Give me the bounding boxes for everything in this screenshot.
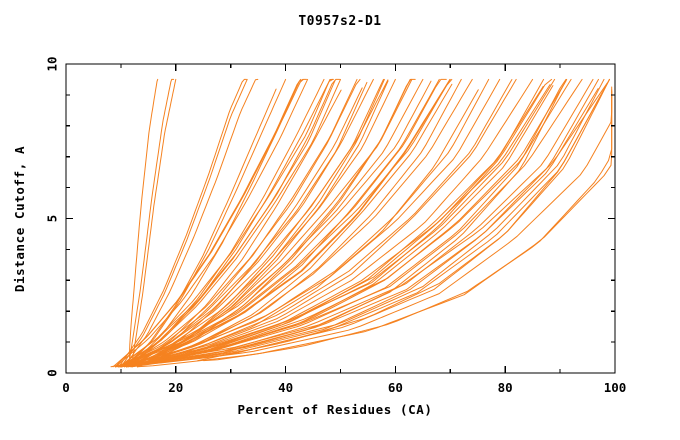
data-curve — [138, 83, 453, 365]
x-tick-label: 0 — [62, 380, 70, 395]
x-axis-title: Percent of Residues (CA) — [237, 402, 432, 417]
data-curve — [118, 84, 551, 368]
data-curve — [120, 79, 336, 368]
data-curve — [114, 78, 302, 368]
data-curve — [136, 87, 363, 365]
data-curve — [120, 78, 341, 368]
data-curve — [110, 78, 553, 368]
data-curve — [203, 90, 613, 362]
data-curve — [124, 78, 259, 368]
x-tick-label: 20 — [168, 380, 183, 395]
data-curve — [114, 78, 309, 368]
data-curve — [118, 78, 247, 368]
data-curves-group — [110, 78, 613, 368]
data-curve — [117, 81, 368, 368]
data-curve — [129, 78, 159, 365]
data-curve — [136, 78, 517, 365]
y-tick-label: 5 — [45, 215, 60, 223]
axis-tick-labels-group: 0 20 40 60 80 100 0 5 10 — [45, 56, 627, 395]
data-curve — [125, 78, 287, 368]
y-tick-label: 10 — [45, 56, 60, 71]
page-title: T0957s2-D1 — [298, 14, 382, 29]
data-curve — [125, 78, 374, 368]
x-tick-label: 60 — [388, 380, 403, 395]
data-curve — [131, 78, 177, 365]
x-tick-label: 80 — [498, 380, 513, 395]
data-curve — [127, 78, 451, 368]
data-curve — [136, 78, 440, 365]
data-curve — [126, 78, 361, 368]
data-curve — [136, 88, 599, 365]
data-curve — [144, 78, 411, 365]
data-curve — [117, 78, 453, 368]
data-curve — [119, 78, 447, 368]
data-curve — [133, 89, 342, 365]
axes-frame-group — [65, 63, 616, 374]
data-curve — [120, 78, 248, 368]
data-curve — [142, 78, 545, 365]
data-curve — [125, 78, 534, 368]
y-tick-label: 0 — [45, 369, 60, 377]
data-curve — [114, 78, 568, 368]
data-curve — [131, 78, 610, 368]
data-curve — [117, 78, 384, 368]
data-curve — [147, 89, 613, 365]
data-curve — [123, 78, 567, 368]
data-curve — [145, 80, 567, 365]
y-axis-title: Distance Cutoff, A — [12, 146, 27, 292]
data-curve — [133, 78, 334, 365]
x-tick-label: 40 — [278, 380, 293, 395]
data-curve — [136, 80, 432, 368]
data-curve — [136, 78, 594, 365]
data-curve — [131, 78, 490, 368]
x-tick-label: 100 — [604, 380, 627, 395]
axis-ticks-group — [65, 63, 616, 374]
data-curve — [197, 78, 610, 362]
data-curve — [125, 82, 608, 368]
data-curve — [128, 78, 175, 365]
data-curve — [120, 78, 341, 368]
data-curve — [121, 88, 277, 368]
